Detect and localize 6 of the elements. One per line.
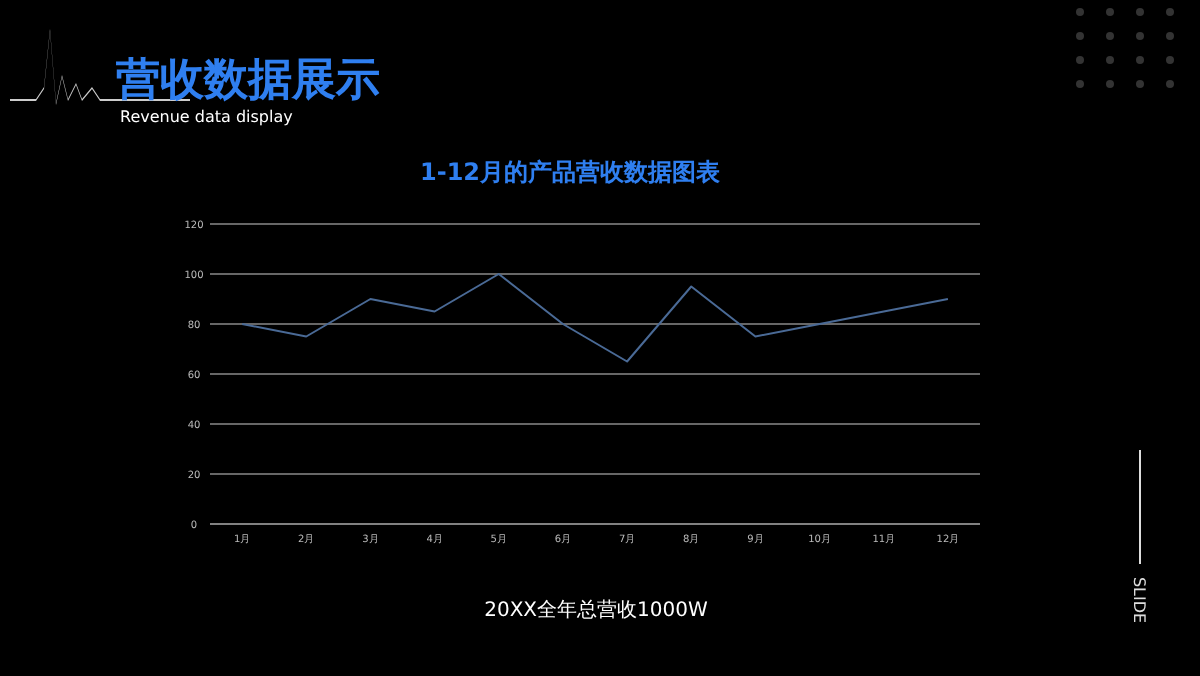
line-series	[241, 273, 949, 363]
text: 营收数据展示	[114, 56, 380, 106]
chart-title: 1-12月的产品营收数据图表	[419, 158, 723, 186]
text: 20XX全年总营收1000W	[484, 598, 708, 622]
text: Revenue data display	[120, 108, 294, 126]
text: SLIDE	[1130, 576, 1148, 624]
